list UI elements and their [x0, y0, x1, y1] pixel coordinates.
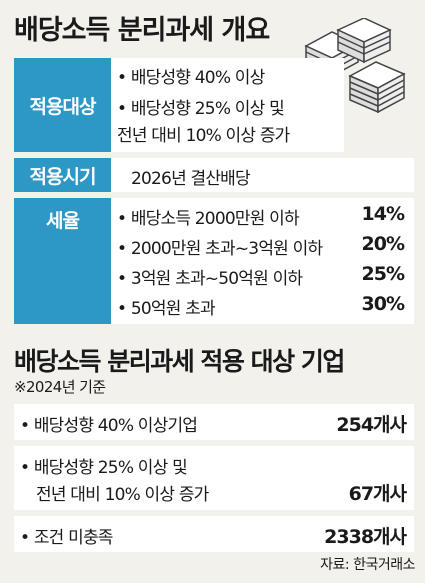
bracket-1-text: • 배당소득 2000만원 이하 — [117, 209, 300, 229]
timing-value: 2026년 결산배당 — [131, 169, 251, 189]
tax-rate-row: 세율 • 배당소득 2000만원 이하 14% • 2000만원 초과~3억원 … — [14, 198, 414, 324]
bracket-3-rate: 25% — [361, 263, 405, 285]
tax-rate-badge: 세율 — [14, 198, 111, 240]
target-line-1: • 배당성향 40% 이상 — [117, 68, 265, 88]
bracket-4-text: • 50억원 초과 — [117, 299, 216, 319]
stat-label-line-2: 전년 대비 10% 이상 증가 — [36, 485, 209, 505]
reference-note: ※2024년 기준 — [14, 378, 106, 396]
target-panel: • 배당성향 40% 이상 • 배당성향 25% 이상 및 전년 대비 10% … — [111, 58, 344, 152]
bracket-3-text: • 3억원 초과~50억원 이하 — [117, 269, 303, 289]
tax-rate-panel: • 배당소득 2000만원 이하 14% • 2000만원 초과~3억원 이하 … — [111, 198, 414, 324]
tax-rate-badge-fill — [14, 240, 111, 324]
stat-label: • 배당성향 40% 이상기업 — [20, 416, 198, 436]
stat-label: • 조건 미충족 — [20, 528, 113, 548]
bracket-2-text: • 2000만원 초과~3억원 이하 — [117, 239, 323, 259]
bracket-2-rate: 20% — [361, 233, 405, 255]
stat-row: • 배당성향 25% 이상 및 전년 대비 10% 이상 증가 67개사 — [14, 446, 414, 510]
section-title: 배당소득 분리과세 적용 대상 기업 — [14, 347, 345, 376]
stat-value: 2338개사 — [324, 526, 407, 548]
timing-row: 적용시기 2026년 결산배당 — [14, 158, 414, 192]
stat-value: 254개사 — [336, 414, 407, 436]
target-line-2: • 배당성향 25% 이상 및 — [117, 99, 285, 119]
infographic-title: 배당소득 분리과세 개요 — [14, 15, 270, 46]
timing-badge: 적용시기 — [14, 158, 111, 192]
stat-value: 67개사 — [348, 483, 407, 505]
source-credit: 자료: 한국거래소 — [320, 557, 415, 573]
stack-of-documents-icon — [304, 18, 406, 114]
target-line-3: 전년 대비 10% 이상 증가 — [117, 126, 290, 146]
bracket-4-rate: 30% — [361, 293, 405, 315]
stat-row: • 배당성향 40% 이상기업 254개사 — [14, 404, 414, 440]
target-row: 적용대상 • 배당성향 40% 이상 • 배당성향 25% 이상 및 전년 대비… — [14, 58, 344, 152]
target-badge: 적용대상 — [14, 58, 111, 152]
stat-label: • 배당성향 25% 이상 및 — [20, 458, 188, 478]
bracket-1-rate: 14% — [361, 203, 405, 225]
timing-panel: 2026년 결산배당 — [111, 158, 414, 192]
stat-row: • 조건 미충족 2338개사 — [14, 516, 414, 552]
